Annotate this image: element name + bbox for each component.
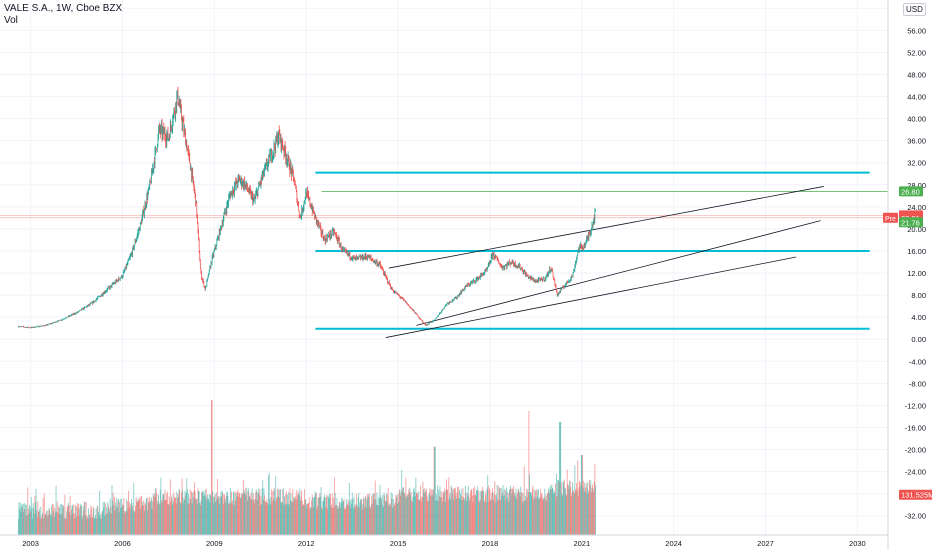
price-series	[17, 86, 596, 329]
chart-legend: VALE S.A., 1W, Cboe BZX Vol	[4, 3, 122, 27]
x-tick-label: 2021	[573, 539, 590, 548]
x-tick-label: 2015	[390, 539, 407, 548]
y-tick-label: -16.00	[905, 423, 926, 432]
price-badge	[899, 186, 923, 197]
y-tick-label: 28.00	[907, 181, 926, 190]
y-tick-label: -32.00	[905, 512, 926, 521]
price-badge-label: 131.525M	[901, 491, 932, 500]
y-tick-label: -12.00	[905, 401, 926, 410]
x-tick-label: 2003	[22, 539, 39, 548]
y-tick-label: 48.00	[907, 70, 926, 79]
y-tick-label: 52.00	[907, 48, 926, 57]
y-tick-label: 40.00	[907, 115, 926, 124]
price-badge	[899, 217, 923, 228]
y-tick-label: 32.00	[907, 159, 926, 168]
price-badge-label: 21.76	[901, 218, 920, 227]
y-tick-label: 8.00	[911, 291, 926, 300]
pre-market-tag	[883, 212, 898, 223]
x-tick-label: 2030	[849, 539, 866, 548]
y-tick-label: 12.00	[907, 269, 926, 278]
channel-line	[385, 256, 797, 338]
y-tick-label: -8.00	[909, 379, 926, 388]
y-tick-label: 44.00	[907, 93, 926, 102]
channel-lines	[385, 186, 824, 338]
x-tick-label: 2024	[665, 539, 682, 548]
x-tick-label: 2027	[757, 539, 774, 548]
channel-line	[416, 220, 821, 326]
y-tick-label: 20.00	[907, 225, 926, 234]
x-tick-label: 2006	[114, 539, 131, 548]
grid	[0, 0, 888, 535]
x-tick-label: 2009	[206, 539, 223, 548]
y-tick-label: 36.00	[907, 137, 926, 146]
y-tick-label: 0.00	[911, 335, 926, 344]
x-tick-label: 2012	[298, 539, 315, 548]
channel-line	[388, 186, 824, 269]
y-tick-label: -20.00	[905, 446, 926, 455]
y-tick-label: -4.00	[909, 357, 926, 366]
volume-bars	[17, 399, 596, 535]
y-tick-label: 16.00	[907, 247, 926, 256]
volume-label[interactable]: Vol	[4, 15, 18, 26]
symbol-title[interactable]: VALE S.A., 1W, Cboe BZX	[4, 3, 123, 14]
y-tick-label: -24.00	[905, 468, 926, 477]
y-tick-label: 56.00	[907, 26, 926, 35]
price-badge	[899, 489, 932, 500]
y-tick-label: 4.00	[911, 313, 926, 322]
y-tick-label: 24.00	[907, 203, 926, 212]
price-badge-label: 26.80	[901, 187, 920, 196]
drawn-levels	[0, 171, 888, 330]
x-tick-label: 2018	[482, 539, 499, 548]
pre-market-tag-label: Pre	[885, 216, 896, 223]
currency-label[interactable]: USD	[903, 3, 926, 16]
